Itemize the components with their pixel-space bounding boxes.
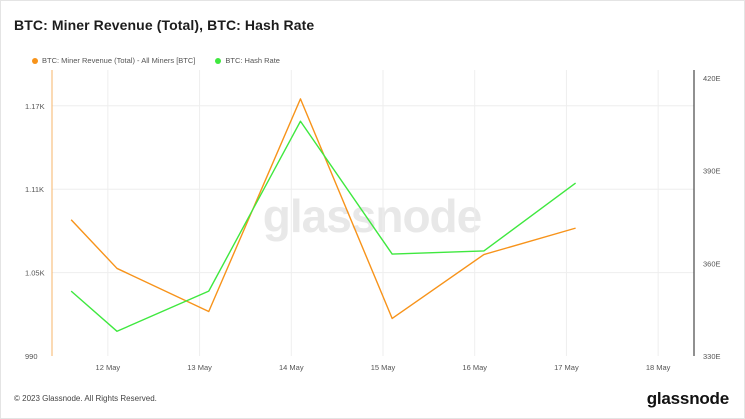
copyright-text: © 2023 Glassnode. All Rights Reserved. — [14, 394, 157, 403]
y-left-tick-label: 1.11K — [25, 185, 44, 194]
x-tick-label: 16 May — [462, 363, 487, 372]
legend-revenue-label: BTC: Miner Revenue (Total) - All Miners … — [42, 56, 196, 65]
x-tick-label: 12 May — [96, 363, 121, 372]
watermark-text: glassnode — [263, 190, 482, 242]
y-right-tick-label: 390E — [703, 167, 721, 176]
gridlines — [52, 70, 694, 356]
y-left-tick-label: 990 — [25, 352, 38, 361]
x-tick-label: 13 May — [187, 363, 212, 372]
legend-item-revenue[interactable]: BTC: Miner Revenue (Total) - All Miners … — [32, 56, 195, 65]
y-right-tick-label: 330E — [703, 352, 721, 361]
y-right-tick-label: 360E — [703, 259, 721, 268]
brand-logo: glassnode — [646, 389, 729, 408]
series-lines — [70, 98, 577, 332]
series-line-revenue — [70, 98, 576, 320]
y-right-tick-label: 420E — [703, 74, 721, 83]
tick-labels: 990 1.05K 1.11K 1.17K 330E 360E 390E 420E 12 May… — [25, 74, 721, 372]
x-tick-label: 17 May — [554, 363, 579, 372]
chart-legend: BTC: Miner Revenue (Total) - All Miners … — [32, 56, 280, 65]
y-left-tick-label: 1.05K — [25, 269, 45, 278]
axes — [51, 70, 695, 356]
legend-hashrate-label: BTC: Hash Rate — [225, 56, 280, 65]
legend-revenue-dot — [32, 57, 38, 64]
legend-hashrate-dot — [215, 57, 222, 64]
x-tick-label: 18 May — [646, 363, 671, 372]
chart-title: BTC: Miner Revenue (Total), BTC: Hash Ra… — [14, 17, 315, 33]
x-tick-label: 14 May — [279, 363, 304, 372]
y-left-tick-label: 1.17K — [25, 102, 45, 111]
x-tick-label: 15 May — [371, 363, 396, 372]
series-line-hashrate — [70, 120, 577, 332]
legend-item-hashrate[interactable]: BTC: Hash Rate — [215, 56, 280, 65]
